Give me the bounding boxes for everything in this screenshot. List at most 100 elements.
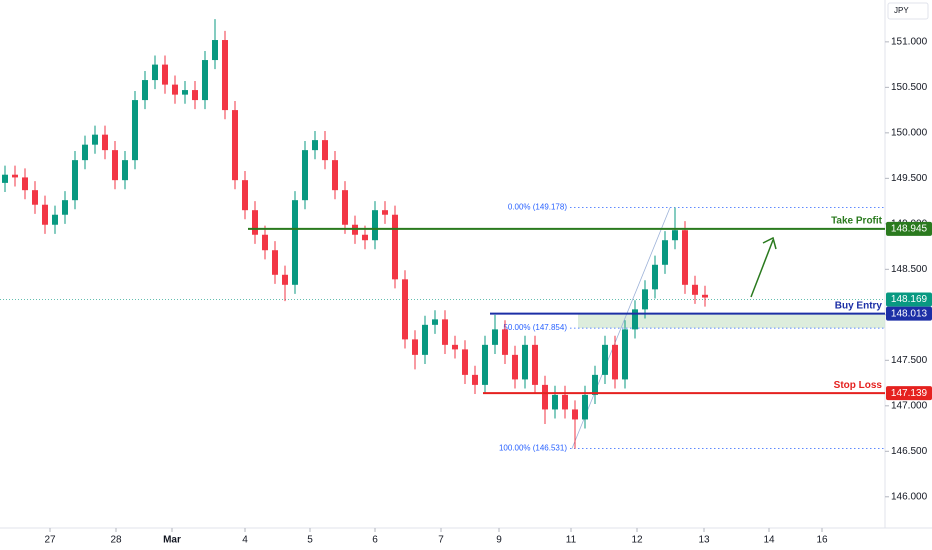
y-tick-label: 146.500 [891, 446, 928, 457]
candle-body [292, 200, 298, 285]
y-tick-label: 150.500 [891, 82, 928, 93]
candle-body [452, 344, 458, 350]
candle-body [402, 279, 408, 340]
level-name: Buy Entry [835, 300, 883, 311]
candle-body [582, 394, 588, 420]
fib-trend [571, 207, 671, 449]
arrow [750, 239, 774, 298]
candle-body [492, 329, 498, 345]
candle-body [312, 140, 318, 151]
candle-body [592, 374, 598, 395]
candle-body [142, 80, 148, 101]
x-tick-label: Mar [163, 535, 181, 546]
candle-body [472, 374, 478, 385]
level-name: Take Profit [831, 215, 883, 226]
candle-body [322, 140, 328, 161]
y-tick-label: 147.000 [891, 400, 928, 411]
candle-body [112, 150, 118, 181]
level-name: Stop Loss [834, 380, 883, 391]
candle-body [422, 324, 428, 355]
x-tick-label: 12 [631, 535, 643, 546]
candle-body [372, 210, 378, 241]
candle-body [72, 160, 78, 201]
x-tick-label: 4 [242, 535, 248, 546]
candle-body [392, 214, 398, 280]
candle-body [302, 150, 308, 201]
fib-label: 100.00% (146.531) [499, 444, 567, 453]
candle-body [522, 344, 528, 380]
candle-body [342, 190, 348, 225]
y-tick-label: 146.000 [891, 491, 928, 502]
candle-body [172, 84, 178, 95]
y-tick-label: 150.000 [891, 127, 928, 138]
candle-body [672, 230, 678, 241]
candle-body [562, 394, 568, 410]
candle-body [462, 349, 468, 375]
candle-body [552, 394, 558, 410]
candle-body [12, 174, 18, 178]
entry-zone [578, 313, 885, 329]
candle-body [702, 294, 708, 298]
candle-body [262, 234, 268, 251]
x-tick-label: 14 [763, 535, 775, 546]
candle-body [682, 230, 688, 285]
candle-body [232, 110, 238, 181]
x-tick-label: 9 [496, 535, 502, 546]
x-tick-label: 5 [307, 535, 313, 546]
candle-body [412, 339, 418, 355]
price-tag-label: 148.169 [891, 294, 928, 305]
candle-body [572, 409, 578, 420]
candle-body [532, 344, 538, 385]
x-tick-label: 28 [110, 535, 122, 546]
candle-body [612, 344, 618, 380]
candle-body [152, 64, 158, 81]
price-tag-label: 147.139 [891, 388, 928, 399]
x-tick-label: 16 [816, 535, 828, 546]
x-tick-label: 13 [698, 535, 710, 546]
arrow-head [762, 236, 777, 250]
candle-body [332, 160, 338, 191]
candle-body [432, 319, 438, 325]
candle-body [282, 274, 288, 285]
price-tag [886, 292, 932, 307]
candle-body [192, 90, 198, 101]
candle-body [52, 214, 58, 225]
candle-body [202, 60, 208, 101]
candle-body [182, 90, 188, 95]
candle-body [22, 177, 28, 191]
candle-body [602, 344, 608, 375]
x-tick-label: 7 [438, 535, 444, 546]
x-tick-label: 27 [44, 535, 56, 546]
candle-body [132, 100, 138, 161]
y-tick-label: 148.500 [891, 264, 928, 275]
y-tick-label: 149.500 [891, 173, 928, 184]
candle-body [42, 204, 48, 225]
candle-body [102, 134, 108, 151]
candle-body [212, 40, 218, 61]
candle-body [662, 240, 668, 265]
currency-box [887, 2, 929, 20]
currency: JPY [894, 6, 909, 15]
price-tag [886, 221, 932, 236]
candle-body [122, 160, 128, 181]
candle-body [92, 134, 98, 145]
candle-body [542, 384, 548, 410]
price-tag [886, 306, 932, 321]
price-tag-label: 148.945 [891, 223, 928, 234]
candle-body [82, 144, 88, 161]
x-tick-label: 6 [372, 535, 378, 546]
candle-body [32, 190, 38, 205]
y-tick-label: 147.500 [891, 355, 928, 366]
candle-body [242, 180, 248, 211]
candle-body [622, 329, 628, 380]
candle-body [632, 309, 638, 330]
candle-body [512, 354, 518, 380]
candle-body [162, 64, 168, 85]
fib-label: 0.00% (149.178) [508, 203, 567, 212]
candle-body [222, 40, 228, 111]
candle-body [382, 210, 388, 215]
candle-body [502, 329, 508, 355]
y-tick-label: 151.000 [891, 36, 928, 47]
candle-body [442, 319, 448, 345]
candle-body [272, 250, 278, 275]
